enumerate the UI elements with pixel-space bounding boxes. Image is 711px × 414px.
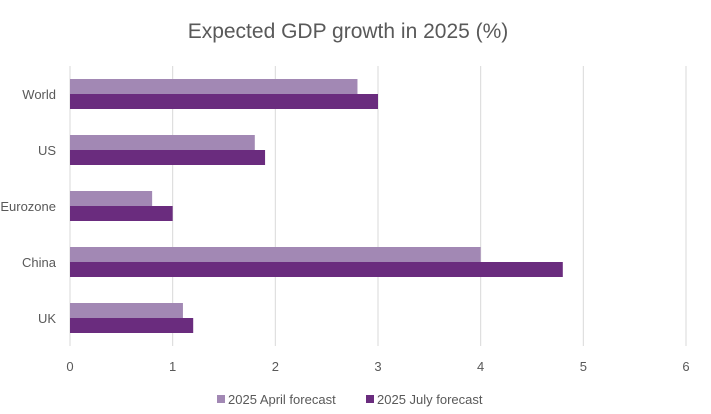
x-tick-label: 6 [682,359,689,374]
bar-april-forecast [70,191,153,206]
bar-july-forecast [70,318,194,333]
bar-july-forecast [70,206,173,221]
legend-label: 2025 April forecast [228,392,336,407]
legend: 2025 April forecast 2025 July forecast [217,392,483,407]
bars [70,79,563,333]
x-tick-label: 3 [374,359,381,374]
bar-july-forecast [70,94,378,109]
category-label: UK [38,311,56,326]
y-axis-categories: World US Eurozone China UK [0,87,56,326]
bar-april-forecast [70,303,183,318]
category-label: Eurozone [0,199,56,214]
bar-april-forecast [70,79,358,94]
chart-title: Expected GDP growth in 2025 (%) [188,20,509,43]
x-axis-ticks: 0 1 2 3 4 5 6 [66,359,689,374]
category-label: World [22,87,56,102]
x-tick-label: 4 [477,359,484,374]
x-tick-label: 1 [169,359,176,374]
bar-april-forecast [70,247,481,262]
bar-july-forecast [70,262,563,277]
legend-swatch [366,395,374,403]
legend-label: 2025 July forecast [377,392,483,407]
x-tick-label: 2 [272,359,279,374]
bar-july-forecast [70,150,266,165]
bar-april-forecast [70,135,255,150]
category-label: US [38,143,56,158]
x-tick-label: 5 [580,359,587,374]
category-label: China [22,255,57,270]
gridlines [69,66,687,346]
legend-swatch [217,395,225,403]
x-tick-label: 0 [66,359,73,374]
